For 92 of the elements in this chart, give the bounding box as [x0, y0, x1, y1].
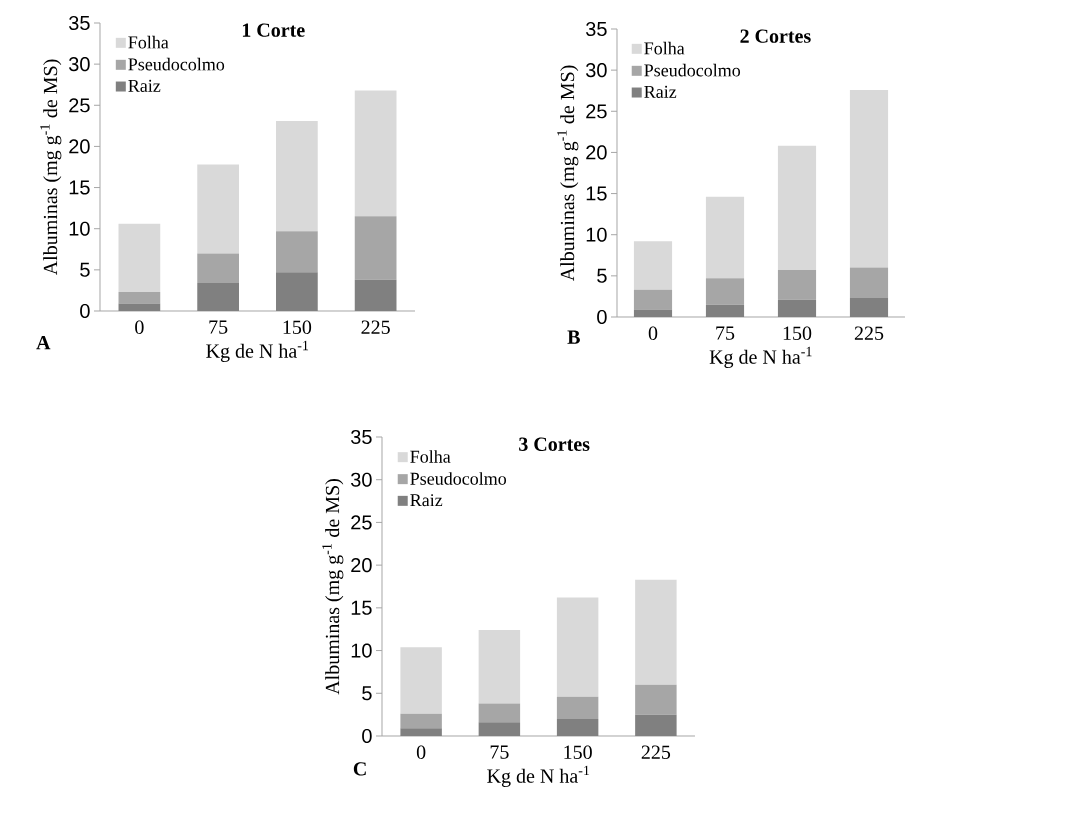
- legend-label: Pseudocolmo: [644, 63, 741, 77]
- y-tick-label: 35: [585, 21, 607, 37]
- y-tick-label: 20: [351, 558, 372, 573]
- y-tick-label: 15: [586, 186, 607, 201]
- chart-title: 3 Cortes: [519, 437, 590, 451]
- y-axis-title: Albuminas (mg g$^{-1}$ de MS): [40, 59, 62, 276]
- x-tick-label: 225: [854, 326, 884, 340]
- x-tick-label: 75: [209, 320, 228, 334]
- x-tick-label: 75: [716, 326, 735, 340]
- bar: [197, 253, 239, 284]
- y-tick-label: 25: [586, 104, 607, 119]
- bar: [478, 703, 521, 723]
- bar: [777, 299, 817, 317]
- bar: [705, 278, 745, 305]
- bar: [849, 298, 889, 317]
- y-tick-label: 5: [597, 268, 607, 283]
- text: A: [36, 336, 51, 350]
- bar: [400, 647, 442, 714]
- x-tick-label: 225: [641, 745, 671, 759]
- bar: [633, 241, 673, 290]
- bar: [276, 272, 318, 311]
- text: B: [567, 330, 580, 344]
- x-tick-label: 75: [490, 745, 509, 759]
- legend-label: Raiz: [410, 494, 443, 507]
- bar: [849, 267, 889, 299]
- bar: [276, 231, 318, 273]
- y-tick-label: 0: [362, 728, 372, 744]
- bar: [118, 303, 161, 311]
- bar: [633, 309, 673, 317]
- x-tick-label: 150: [564, 745, 592, 760]
- y-tick-label: 15: [351, 600, 372, 615]
- bar: [635, 714, 677, 736]
- bar: [197, 283, 239, 311]
- bar: [777, 145, 817, 271]
- x-tick-label: 0: [648, 326, 658, 341]
- legend-label: Raiz: [128, 79, 161, 92]
- bar: [197, 164, 239, 254]
- bar: [478, 630, 521, 704]
- legend-label: Folha: [644, 41, 685, 55]
- y-tick-label: 25: [69, 98, 90, 113]
- legend-label: Raiz: [644, 85, 677, 98]
- bar: [705, 196, 745, 279]
- x-tick-label: 150: [783, 326, 812, 341]
- bar: [354, 216, 397, 280]
- x-axis-title: Kg de N ha$^{-1}$: [206, 340, 309, 362]
- bar: [635, 684, 677, 715]
- bar: [400, 728, 442, 736]
- y-tick-label: 5: [362, 686, 372, 701]
- y-tick-label: 20: [586, 145, 607, 160]
- y-tick-label: 5: [80, 262, 90, 277]
- y-tick-label: 15: [69, 180, 90, 195]
- bar: [633, 289, 673, 310]
- bar: [849, 89, 889, 268]
- bar: [705, 304, 745, 317]
- legend-label: Pseudocolmo: [410, 472, 507, 485]
- x-tick-label: 0: [135, 320, 144, 335]
- bar: [556, 597, 599, 697]
- y-tick-label: 30: [585, 63, 607, 78]
- text: C: [353, 762, 366, 776]
- y-tick-label: 35: [69, 15, 90, 31]
- bar: [556, 696, 599, 719]
- bar: [478, 722, 521, 736]
- bar: [400, 713, 442, 729]
- bar: [118, 292, 161, 304]
- x-tick-label: 225: [361, 320, 390, 334]
- bar: [354, 279, 397, 311]
- y-axis-title: Albuminas (mg g$^{-1}$ de MS): [322, 479, 344, 695]
- x-axis-title: Kg de N ha$^{-1}$: [709, 346, 812, 368]
- x-tick-label: 150: [283, 320, 312, 335]
- bar: [556, 718, 599, 736]
- y-tick-label: 30: [69, 57, 90, 72]
- y-tick-label: 0: [80, 303, 90, 319]
- x-tick-label: 0: [416, 745, 426, 760]
- y-tick-label: 30: [351, 472, 372, 487]
- legend-label: Folha: [410, 450, 451, 463]
- bar: [635, 579, 677, 685]
- bar: [777, 270, 817, 300]
- y-axis-title: Albuminas (mg g$^{-1}$ de MS): [557, 65, 579, 282]
- y-tick-label: 20: [69, 139, 90, 154]
- bar: [354, 90, 397, 217]
- legend-label: Pseudocolmo: [128, 57, 225, 71]
- y-tick-label: 10: [351, 643, 372, 658]
- bar: [118, 223, 161, 293]
- y-tick-label: 25: [351, 515, 372, 530]
- legend-label: Folha: [128, 35, 169, 49]
- bar: [276, 120, 318, 232]
- y-tick-label: 35: [351, 429, 372, 445]
- y-tick-label: 10: [69, 221, 90, 236]
- chart-title: 1 Corte: [242, 23, 305, 37]
- y-tick-label: 10: [586, 227, 607, 242]
- chart-title: 2 Cortes: [740, 29, 811, 43]
- x-axis-title: Kg de N ha$^{-1}$: [487, 765, 590, 787]
